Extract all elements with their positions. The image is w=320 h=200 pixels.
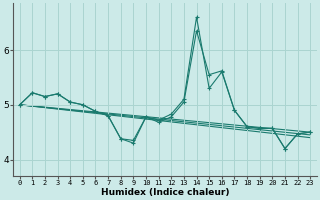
X-axis label: Humidex (Indice chaleur): Humidex (Indice chaleur) <box>101 188 229 197</box>
